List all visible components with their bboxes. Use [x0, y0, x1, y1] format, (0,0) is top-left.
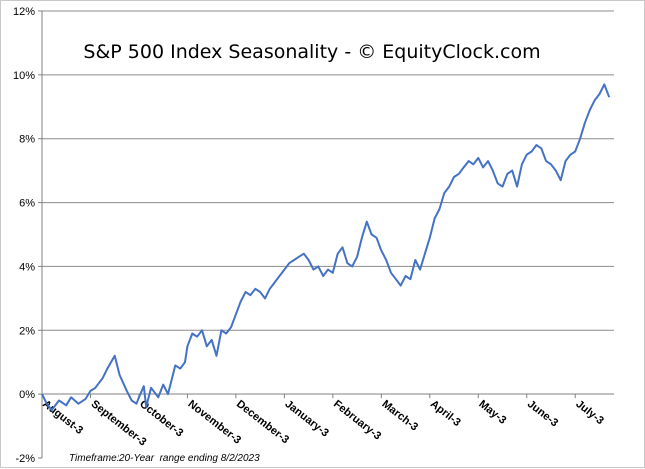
y-tick-label: 2% [19, 325, 35, 337]
y-tick-label: 4% [19, 261, 35, 273]
x-tick-label: November-3 [186, 398, 243, 447]
x-tick-label: July-3 [573, 398, 605, 427]
x-tick-label: May-3 [476, 398, 508, 427]
footnote: Timeframe: 20-Year range ending 8/2/2023 [69, 453, 260, 464]
y-tick-labels: -2% 0% 2% 4% 6% 8% 10% 12% [13, 6, 42, 465]
grid-layer [42, 10, 614, 331]
y-tick-label: -2% [15, 453, 35, 465]
series-layer [41, 83, 611, 412]
x-tick-label: October-3 [137, 398, 185, 439]
x-tick-label: December-3 [234, 398, 291, 446]
y-tick-label: 8% [19, 134, 35, 146]
y-tick-label: 10% [13, 70, 35, 82]
footnote-value: 20-Year range ending 8/2/2023 [118, 453, 260, 464]
series-line [41, 83, 611, 412]
footnote-label: Timeframe: [69, 453, 120, 464]
x-tick-label: March-3 [379, 398, 420, 433]
y-tick-label: 0% [19, 389, 35, 401]
axis-layer [41, 11, 614, 458]
x-tick-label: February-3 [331, 398, 383, 442]
y-tick-label: 12% [13, 6, 35, 18]
chart-title: S&P 500 Index Seasonality - © EquityCloc… [83, 41, 540, 63]
x-tick-label: April-3 [428, 398, 463, 429]
x-tick-label: January-3 [283, 398, 331, 439]
y-tick-label: 6% [19, 198, 35, 210]
x-tick-label: June-3 [525, 398, 560, 429]
